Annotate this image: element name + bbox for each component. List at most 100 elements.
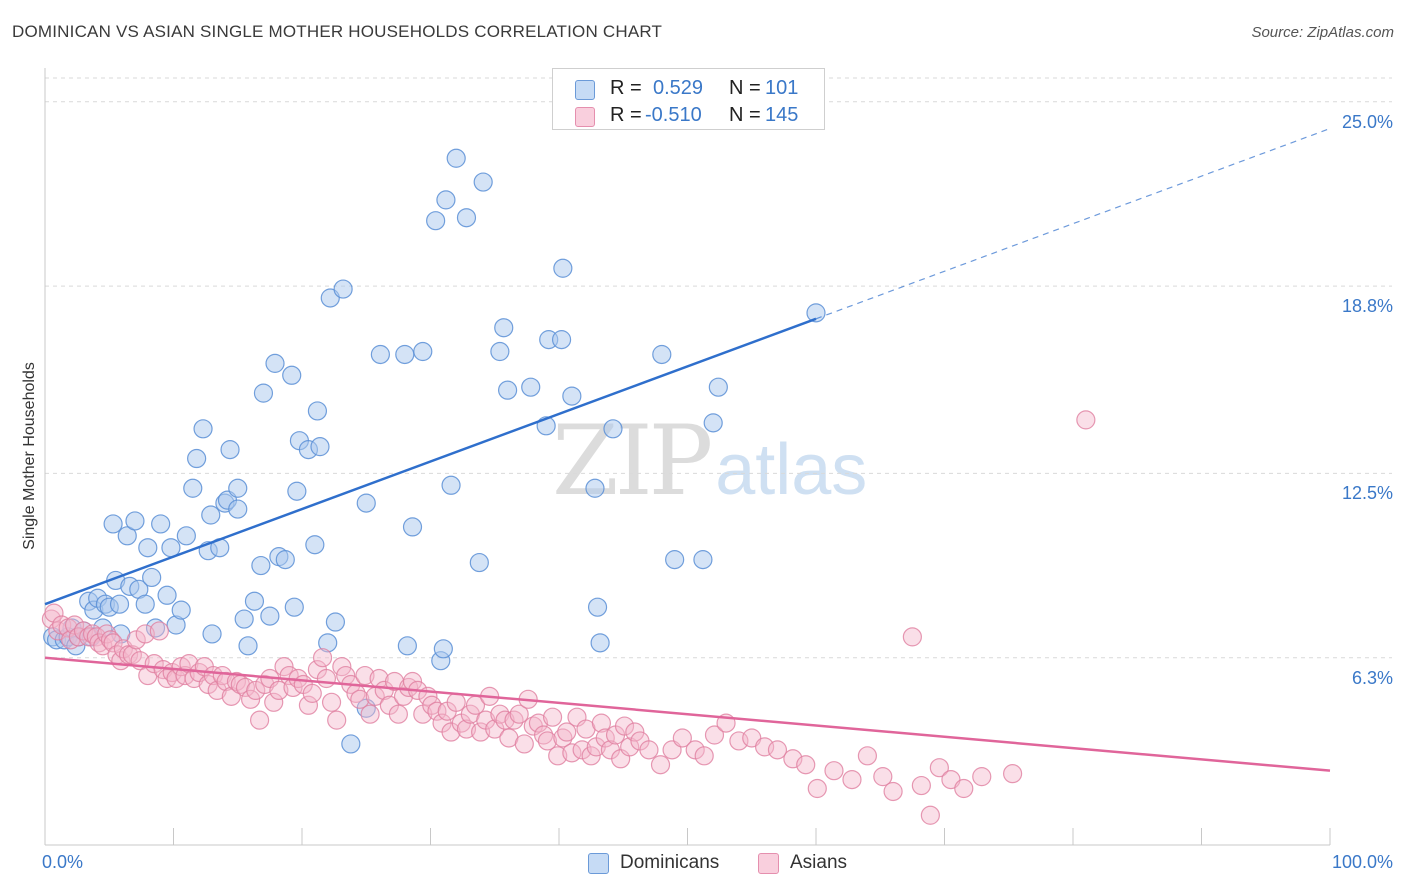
dominicans-point (490, 341, 510, 362)
dominicans-point (253, 383, 274, 403)
dominicans-point (551, 330, 572, 350)
asians-point (650, 755, 671, 775)
dominicans-point (370, 344, 390, 365)
asians-point (537, 731, 558, 751)
asians-point (509, 704, 529, 724)
dominicans-point (251, 555, 271, 576)
asians-swatch (758, 853, 779, 874)
dominicans-point (157, 585, 177, 605)
asians-point (528, 713, 549, 733)
trend-lines (44, 127, 1331, 772)
dominicans-point (402, 517, 423, 537)
dominicans-point (201, 505, 221, 525)
asians-point (620, 737, 640, 757)
y-tick-label: 6.3% (1351, 667, 1393, 688)
asians-point (591, 713, 612, 733)
dominicans-point (341, 734, 361, 754)
asians-point (672, 728, 692, 748)
dominicans-point (171, 600, 191, 620)
dominicans-point (325, 612, 346, 632)
dominicans-swatch (588, 853, 609, 874)
asians-point (873, 767, 893, 787)
asians-point (972, 767, 992, 787)
dominicans-point (585, 478, 605, 498)
asians-point (824, 761, 844, 781)
dominicans-point (397, 636, 417, 656)
dominicans-point (202, 624, 222, 644)
asians-point (471, 722, 491, 742)
asians-points (41, 410, 1096, 825)
asians-point (44, 603, 64, 623)
source-label: Source: ZipAtlas.com (1251, 24, 1394, 41)
asians-point (1003, 764, 1023, 784)
dominicans-point (117, 526, 137, 546)
asians-point (241, 689, 261, 709)
n-value: 101 (765, 77, 799, 99)
asians-point (490, 704, 510, 724)
dominicans-point (426, 211, 446, 231)
asians-point (355, 665, 375, 686)
asians-point (614, 716, 635, 736)
asians-point (807, 778, 827, 799)
y-axis-title: Single Mother Households (21, 362, 38, 550)
dominicans-point (265, 353, 285, 373)
dominicans-point (498, 380, 518, 400)
asians-point (321, 692, 342, 712)
asians-point (149, 621, 169, 641)
dominicans-point (275, 550, 295, 570)
dominicans-points (43, 148, 826, 754)
asians-point (929, 758, 949, 778)
asians-point (767, 740, 788, 760)
n-label: N = (729, 104, 761, 126)
chart-title: DOMINICAN VS ASIAN SINGLE MOTHER HOUSEHO… (12, 22, 663, 41)
dominicans-point (708, 377, 728, 397)
axes (44, 68, 1331, 846)
dominicans-point (446, 148, 466, 168)
asians-point (264, 692, 284, 712)
dominicans-point (125, 511, 145, 531)
asians-point (1076, 410, 1096, 430)
asians-point (625, 722, 645, 742)
asians-point (122, 645, 142, 665)
dominicans-point (665, 550, 685, 570)
asians-point (312, 648, 333, 668)
asians-point (327, 710, 347, 730)
legend-label-dominicans: Dominicans (620, 852, 720, 873)
dominicans-point (238, 636, 258, 656)
dominicans-point (287, 481, 307, 501)
dominicans-trend-extension (815, 127, 1331, 320)
dominicans-point (494, 318, 514, 338)
asians-point (902, 627, 922, 647)
asians-point (857, 746, 878, 766)
asians-point (274, 657, 294, 677)
dominicans-point (333, 279, 353, 299)
legend-label-asians: Asians (790, 852, 848, 873)
dominicans-point (135, 594, 155, 614)
asians-point (514, 734, 534, 754)
asians-point (542, 707, 563, 727)
dominicans-point (473, 172, 493, 192)
x-tick-label: 100.0% (1331, 852, 1393, 872)
dominicans-point (244, 591, 265, 611)
dominicans-point (176, 526, 196, 546)
dominicans-point (413, 341, 433, 362)
dominicans-point (693, 550, 713, 570)
n-value: 145 (765, 104, 799, 126)
dominicans-point (151, 514, 171, 534)
r-label: R = (610, 77, 642, 99)
dominicans-point (469, 552, 489, 573)
dominicans-point (521, 377, 541, 397)
asians-point (911, 775, 931, 796)
dominicans-swatch (575, 80, 595, 100)
r-value: -0.510 (645, 104, 702, 126)
stats-legend: R = 0.529 N = 101 R = -0.510 N = 145 (552, 68, 825, 130)
dominicans-point (183, 478, 203, 498)
dominicans-point (356, 493, 376, 513)
y-tick-label: 18.8% (1341, 296, 1393, 317)
dominicans-point (456, 208, 477, 228)
dominicans-point (220, 440, 240, 460)
asians-swatch (575, 107, 595, 127)
asians-point (456, 719, 477, 739)
dominicans-point (562, 386, 582, 406)
dominicans-point (652, 344, 672, 365)
